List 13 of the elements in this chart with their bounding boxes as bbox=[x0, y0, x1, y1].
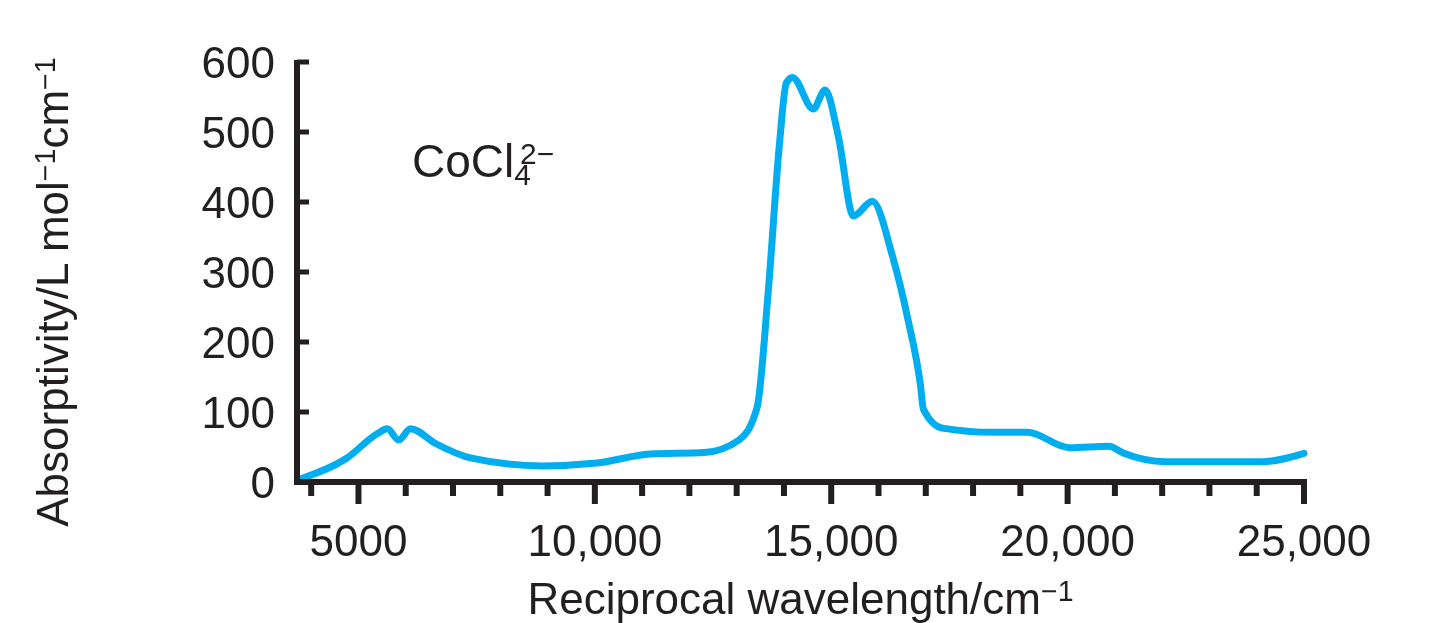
x-tick-label: 20,000 bbox=[1000, 516, 1135, 565]
y-tick-label: 500 bbox=[201, 107, 275, 157]
x-tick-label: 10,000 bbox=[527, 516, 663, 565]
x-tick-label: 5000 bbox=[309, 516, 408, 565]
x-tick-label: 15,000 bbox=[763, 516, 899, 565]
y-tick-label: 400 bbox=[201, 177, 275, 227]
y-tick-label: 0 bbox=[250, 457, 275, 507]
y-tick-label: 100 bbox=[201, 387, 275, 437]
y-tick-label: 200 bbox=[201, 317, 275, 367]
x-tick-label: 25,000 bbox=[1236, 516, 1372, 565]
y-tick-label: 600 bbox=[201, 37, 275, 87]
y-tick-label: 300 bbox=[201, 247, 275, 297]
x-axis-title: Reciprocal wavelength/cm$^{−1}$ bbox=[527, 574, 1074, 623]
